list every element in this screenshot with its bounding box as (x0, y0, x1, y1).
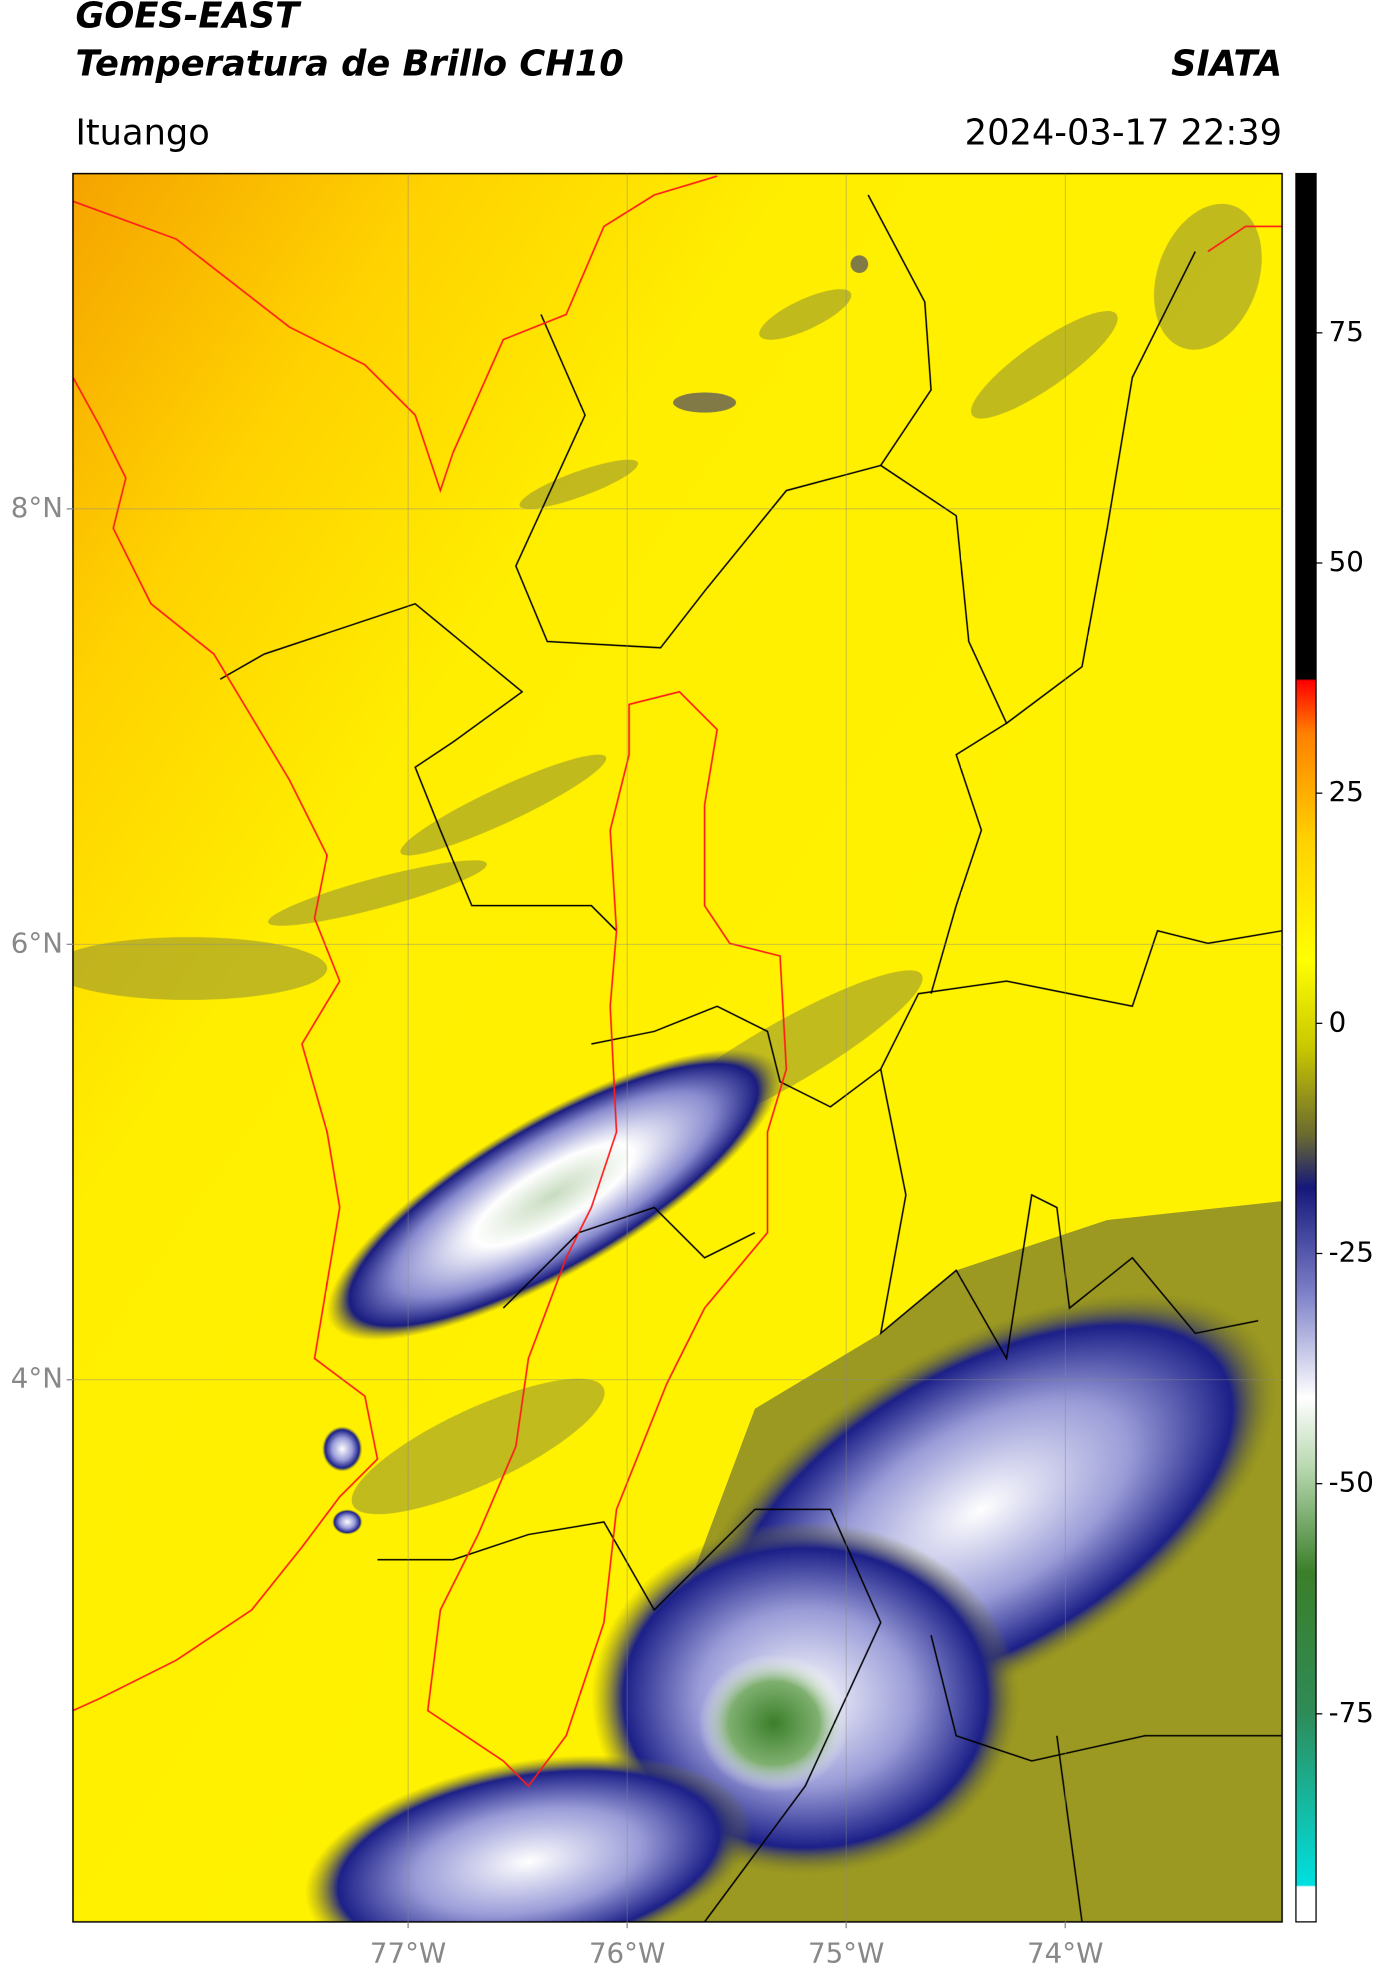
colorbar (1295, 172, 1317, 1923)
colorbar-tick-label: 25 (1329, 775, 1364, 808)
subtitle: Temperatura de Brillo CH10 (75, 43, 623, 84)
y-tick-label: 6°N (11, 926, 63, 959)
cloud (332, 1509, 363, 1535)
x-tick-label: 77°W (370, 1937, 446, 1970)
colorbar-tick-label: 0 (1329, 1005, 1347, 1038)
x-tick-label: 74°W (1027, 1937, 1103, 1970)
colorbar-ticks: 75 50 25 0 -25 -50 -75 (1316, 315, 1374, 1729)
source: SIATA (1171, 43, 1282, 84)
datetime: 2024-03-17 22:39 (965, 113, 1282, 154)
cloud (304, 1754, 753, 1922)
colorbar-tick-label: 50 (1329, 545, 1364, 578)
cloud (326, 1049, 781, 1341)
x-tick-label: 75°W (808, 1937, 884, 1970)
map (72, 173, 1283, 1922)
region: Ituango (75, 113, 209, 154)
colorbar-tick-label: -50 (1329, 1466, 1374, 1499)
grid: 77°W 76°W 75°W 74°W 8°N 6°N 4°N (11, 173, 1283, 1970)
low-clouds (72, 203, 1262, 1515)
y-tick-label: 4°N (11, 1362, 63, 1395)
boundaries (219, 194, 1283, 1922)
y-tick-label: 8°N (11, 491, 63, 524)
cloud (322, 1426, 363, 1472)
x-tick-label: 76°W (589, 1937, 665, 1970)
title: GOES-EAST (75, 0, 302, 37)
colorbar-tick-label: 75 (1329, 315, 1364, 348)
map-frame (72, 172, 1283, 1923)
cloud-core (698, 1653, 850, 1793)
colorbar-tick-label: -25 (1329, 1235, 1374, 1268)
colorbar-tick-label: -75 (1329, 1696, 1374, 1729)
coastline (72, 175, 1283, 1788)
